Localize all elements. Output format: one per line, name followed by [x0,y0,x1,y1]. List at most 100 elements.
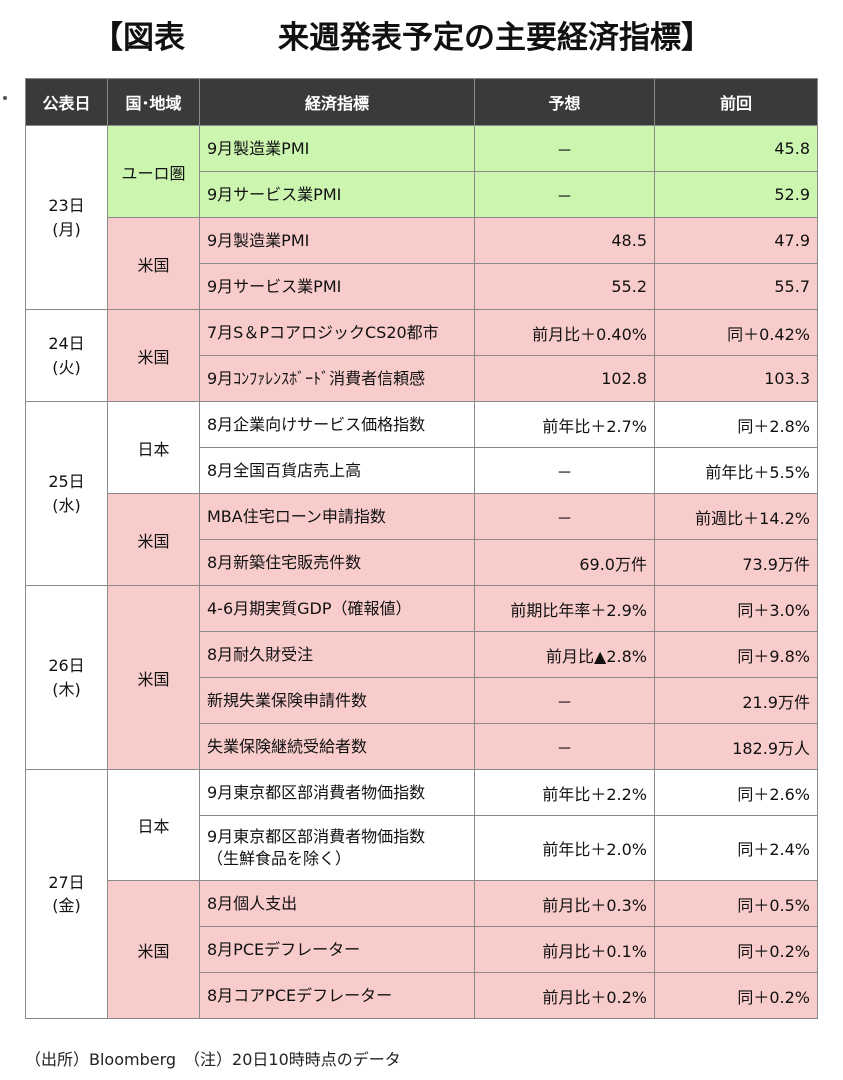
previous-cell: 同＋2.8% [654,401,818,448]
date-day: 24日 [48,334,85,354]
forecast-cell: 前月比＋0.2% [474,972,655,1019]
forecast-cell: 前期比年率＋2.9% [474,585,655,632]
previous-cell: 同＋2.4% [654,815,818,881]
indicator-cell: 9月東京都区部消費者物価指数 （生鮮食品を除く） [199,815,475,881]
header-date: 公表日 [25,78,108,126]
page-title: 【図表 来週発表予定の主要経済指標】 [0,4,843,56]
bullet-dot [3,96,7,100]
forecast-cell: － [474,171,655,218]
table-row: 米国 9月製造業PMI 48.5 47.9 [25,217,818,310]
forecast-cell: 前年比＋2.7% [474,401,655,448]
previous-cell: 21.9万件 [654,677,818,724]
date-weekday: (火) [52,357,81,377]
indicator-cell: 8月PCEデフレーター [199,926,475,973]
indicator-cell: 9月サービス業PMI [199,171,475,218]
table-row: 米国 MBA住宅ローン申請指数 － 前週比＋14.2% [25,493,818,586]
previous-cell: 103.3 [654,355,818,402]
region-cell: 米国 [107,880,200,1019]
date-day: 26日 [48,656,85,676]
forecast-cell: － [474,723,655,770]
forecast-cell: 前月比＋0.40% [474,309,655,356]
previous-cell: 55.7 [654,263,818,310]
previous-cell: 45.8 [654,125,818,172]
indicator-cell: 9月製造業PMI [199,217,475,264]
indicator-cell: 8月全国百貨店売上高 [199,447,475,494]
date-day: 25日 [48,472,85,492]
header-indicator: 経済指標 [199,78,475,126]
forecast-cell: 102.8 [474,355,655,402]
header-region: 国･地域 [107,78,200,126]
previous-cell: 182.9万人 [654,723,818,770]
previous-cell: 前年比＋5.5% [654,447,818,494]
header-previous: 前回 [654,78,818,126]
indicator-cell: 8月耐久財受注 [199,631,475,678]
previous-cell: 前週比＋14.2% [654,493,818,540]
forecast-cell: 前月比＋0.3% [474,880,655,927]
previous-cell: 同＋0.2% [654,972,818,1019]
table-row: 9月サービス業PMI － 52.9 [25,171,818,218]
date-day: 23日 [48,196,85,216]
table-row: 24日 (火) 米国 7月S＆PコアロジックCS20都市 前月比＋0.40% 同＋… [25,309,818,402]
table-row: 27日 (金) 日本 9月東京都区部消費者物価指数 前年比＋2.2% 同＋2.6% [25,769,818,1019]
previous-cell: 同＋9.8% [654,631,818,678]
region-cell: 米国 [107,217,200,310]
date-weekday: (金) [52,896,81,915]
indicator-line1: 9月東京都区部消費者物価指数 [207,827,426,847]
date-weekday: (水) [52,495,81,515]
date-cell: 23日 (月) [25,125,108,310]
indicator-cell: 8月個人支出 [199,880,475,927]
region-cell: 米国 [107,493,200,586]
table-row: 26日 (木) 米国 4-6月期実質GDP（確報値） 前期比年率＋2.9% 同＋3… [25,585,818,770]
forecast-cell: 前月比＋0.1% [474,926,655,973]
region-cell: 日本 [107,769,200,881]
date-weekday: (月) [52,219,81,239]
previous-cell: 52.9 [654,171,818,218]
table-header-row: 公表日 国･地域 経済指標 予想 前回 [25,78,818,126]
date-cell: 25日 (水) [25,401,108,586]
forecast-cell: 55.2 [474,263,655,310]
date-cell: 26日 (木) [25,585,108,770]
table-row: 23日 (月) ユーロ圏 9月製造業PMI － 45.8 [25,125,818,310]
date-day: 27日 [48,872,85,892]
indicator-cell: 新規失業保険申請件数 [199,677,475,724]
footnote: （出所）Bloomberg （注）20日10時時点のデータ [25,1050,401,1069]
forecast-cell: 前年比＋2.0% [474,815,655,881]
region-cell: ユーロ圏 [107,125,200,218]
indicator-cell: 9月東京都区部消費者物価指数 [199,769,475,816]
indicator-line2: （生鮮食品を除く） [207,849,352,868]
indicator-cell: 9月サービス業PMI [199,263,475,310]
indicator-table: 公表日 国･地域 経済指標 予想 前回 23日 (月) ユーロ圏 9月製造業PMI… [25,78,818,1019]
title-right: 来週発表予定の主要経済指標】 [278,20,712,56]
indicator-cell: 9月ｺﾝﾌｧﾚﾝｽﾎﾞｰﾄﾞ消費者信頼感 [199,355,475,402]
forecast-cell: － [474,447,655,494]
forecast-cell: － [474,493,655,540]
region-cell: 米国 [107,309,200,402]
forecast-cell: 前年比＋2.2% [474,769,655,816]
indicator-cell: 8月企業向けサービス価格指数 [199,401,475,448]
title-left: 【図表 [92,20,185,56]
indicator-cell: 8月新築住宅販売件数 [199,539,475,586]
forecast-cell: － [474,125,655,172]
previous-cell: 同＋0.5% [654,880,818,927]
indicator-cell: 9月製造業PMI [199,125,475,172]
previous-cell: 同＋3.0% [654,585,818,632]
previous-cell: 同＋0.42% [654,309,818,356]
forecast-cell: － [474,677,655,724]
previous-cell: 47.9 [654,217,818,264]
header-forecast: 予想 [474,78,655,126]
forecast-cell: 69.0万件 [474,539,655,586]
indicator-cell: 4-6月期実質GDP（確報値） [199,585,475,632]
indicator-cell: 8月コアPCEデフレーター [199,972,475,1019]
forecast-cell: 48.5 [474,217,655,264]
previous-cell: 同＋2.6% [654,769,818,816]
indicator-cell: 7月S＆PコアロジックCS20都市 [199,309,475,356]
region-cell: 米国 [107,585,200,770]
previous-cell: 同＋0.2% [654,926,818,973]
region-cell: 日本 [107,401,200,494]
table-row: 8月耐久財受注 前月比▲2.8% 同＋9.8% [25,631,818,678]
previous-cell: 73.9万件 [654,539,818,586]
table-row: 25日 (水) 日本 8月企業向けサービス価格指数 前年比＋2.7% 同＋2.8% [25,401,818,586]
indicator-cell: MBA住宅ローン申請指数 [199,493,475,540]
date-cell: 24日 (火) [25,309,108,402]
indicator-cell: 失業保険継続受給者数 [199,723,475,770]
